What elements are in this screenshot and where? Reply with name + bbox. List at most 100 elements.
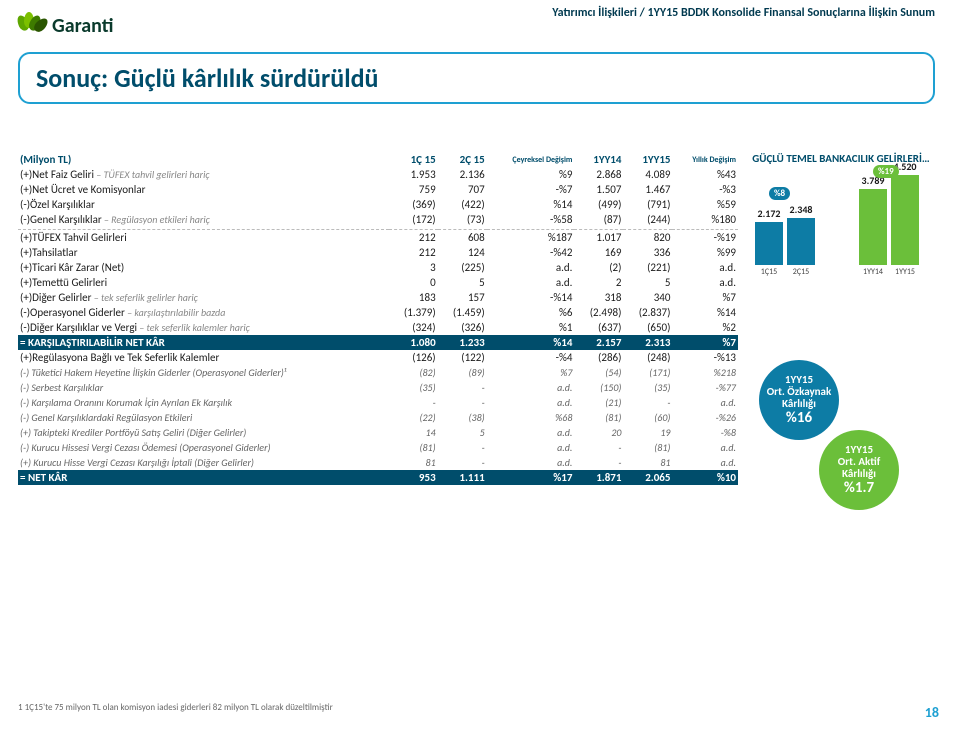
cell: %218 <box>672 365 738 380</box>
cell: 1.111 <box>438 470 487 485</box>
row-label: (-)Operasyonel Giderler – karşılaştırıla… <box>18 305 389 320</box>
cell: (422) <box>438 197 487 212</box>
cell: (122) <box>438 350 487 365</box>
bar-rect <box>859 189 887 265</box>
cell: (286) <box>574 350 623 365</box>
cell: %99 <box>672 245 738 260</box>
row-label: (+)Diğer Gelirler – tek seferlik gelirle… <box>18 290 389 305</box>
cell: 318 <box>574 290 623 305</box>
cell: 340 <box>623 290 672 305</box>
cell: (38) <box>438 410 487 425</box>
callout-badge: 1YY15Ort. ÖzkaynakKârlılığı%16 <box>759 360 839 440</box>
bar-label: 1Ç15 <box>755 267 783 277</box>
row-label: (+)TÜFEX Tahvil Gelirleri <box>18 230 389 246</box>
cell: a.d. <box>672 260 738 275</box>
row-label: = NET KÂR <box>18 470 389 485</box>
cell: - <box>438 395 487 410</box>
cell: a.d. <box>672 455 738 470</box>
row-label: (+)Temettü Gelirleri <box>18 275 389 290</box>
row-label: (+)Net Ücret ve Komisyonlar <box>18 182 389 197</box>
table-row: (+)Temettü Gelirleri05a.d.25a.d. <box>18 275 738 290</box>
cell: (87) <box>574 212 623 227</box>
cell: 1.233 <box>438 335 487 350</box>
bar: 2.1721Ç15 <box>755 207 783 265</box>
cell: 820 <box>623 230 672 246</box>
bar-value: 2.172 <box>755 207 783 220</box>
cell: a.d. <box>672 275 738 290</box>
cell: -%8 <box>672 425 738 440</box>
cell: 1.080 <box>389 335 438 350</box>
cell: - <box>389 395 438 410</box>
page-title: Sonuç: Güçlü kârlılık sürdürüldü <box>18 52 935 104</box>
row-label: (-)Özel Karşılıklar <box>18 197 389 212</box>
cell: (244) <box>623 212 672 227</box>
col-qoq: Çeyreksel Değişim <box>487 152 575 167</box>
bar: 3.7891YY14 <box>859 174 887 265</box>
pct-badge: %8 <box>769 187 790 200</box>
row-label: (+) Kurucu Hisse Vergi Cezası Karşılığı … <box>18 455 389 470</box>
breadcrumb: Yatırımcı İlişkileri / 1YY15 BDDK Konsol… <box>552 6 935 20</box>
cell: (22) <box>389 410 438 425</box>
cell: -%19 <box>672 230 738 246</box>
cell: (54) <box>574 365 623 380</box>
cell: %14 <box>487 335 575 350</box>
row-label: = KARŞILAŞTIRILABİLİR NET KÂR <box>18 335 389 350</box>
col-h15: 1YY15 <box>623 152 672 167</box>
table-row: (-) Genel Karşılıklardaki Regülasyon Etk… <box>18 410 738 425</box>
page-number: 18 <box>925 704 939 721</box>
logo-text: Garanti <box>52 14 113 38</box>
cell: 81 <box>623 455 672 470</box>
cell: %10 <box>672 470 738 485</box>
cell: (369) <box>389 197 438 212</box>
table-row: (-)Genel Karşılıklar – Regülasyon etkile… <box>18 212 738 227</box>
cell: (2.498) <box>574 305 623 320</box>
cell: 19 <box>623 425 672 440</box>
cell: (150) <box>574 380 623 395</box>
cell: a.d. <box>487 455 575 470</box>
cell: 707 <box>438 182 487 197</box>
bar: 2.3482Ç15 <box>787 203 815 265</box>
cell: (1.379) <box>389 305 438 320</box>
cell: (324) <box>389 320 438 335</box>
cell: (81) <box>574 410 623 425</box>
cell: %1 <box>487 320 575 335</box>
cell: 2 <box>574 275 623 290</box>
cell: %7 <box>487 365 575 380</box>
table-row: (+)TÜFEX Tahvil Gelirleri212608%1871.017… <box>18 230 738 246</box>
row-label: (+)Tahsilatlar <box>18 245 389 260</box>
cell: 212 <box>389 245 438 260</box>
cell: (791) <box>623 197 672 212</box>
logo-mark-icon <box>18 15 46 37</box>
cell: %59 <box>672 197 738 212</box>
cell: (225) <box>438 260 487 275</box>
cell: 1.467 <box>623 182 672 197</box>
callout-value: %16 <box>763 410 835 427</box>
cell: 2.065 <box>623 470 672 485</box>
cell: (326) <box>438 320 487 335</box>
cell: (81) <box>389 440 438 455</box>
col-q2: 2Ç 15 <box>438 152 487 167</box>
logo: Garanti <box>18 14 113 38</box>
callout-line: Ort. Aktif <box>823 456 895 468</box>
cell: 5 <box>438 275 487 290</box>
cell: 157 <box>438 290 487 305</box>
cell: (499) <box>574 197 623 212</box>
callout-badge: 1YY15Ort. AktifKârlılığı%1.7 <box>819 430 899 510</box>
cell: %14 <box>487 197 575 212</box>
cell: (82) <box>389 365 438 380</box>
financial-table: (Milyon TL) 1Ç 15 2Ç 15 Çeyreksel Değişi… <box>18 152 738 485</box>
cell: (89) <box>438 365 487 380</box>
cell: 336 <box>623 245 672 260</box>
cell: %180 <box>672 212 738 227</box>
cell: -%7 <box>487 182 575 197</box>
bar-rect <box>787 218 815 265</box>
cell: %68 <box>487 410 575 425</box>
cell: a.d. <box>672 395 738 410</box>
cell: (650) <box>623 320 672 335</box>
cell: - <box>623 395 672 410</box>
cell: (81) <box>623 440 672 455</box>
cell: 2.136 <box>438 167 487 182</box>
cell: (2.837) <box>623 305 672 320</box>
cell: (248) <box>623 350 672 365</box>
bar-chart: 2.1721Ç152.3482Ç153.7891YY144.5201YY15%8… <box>751 169 931 279</box>
